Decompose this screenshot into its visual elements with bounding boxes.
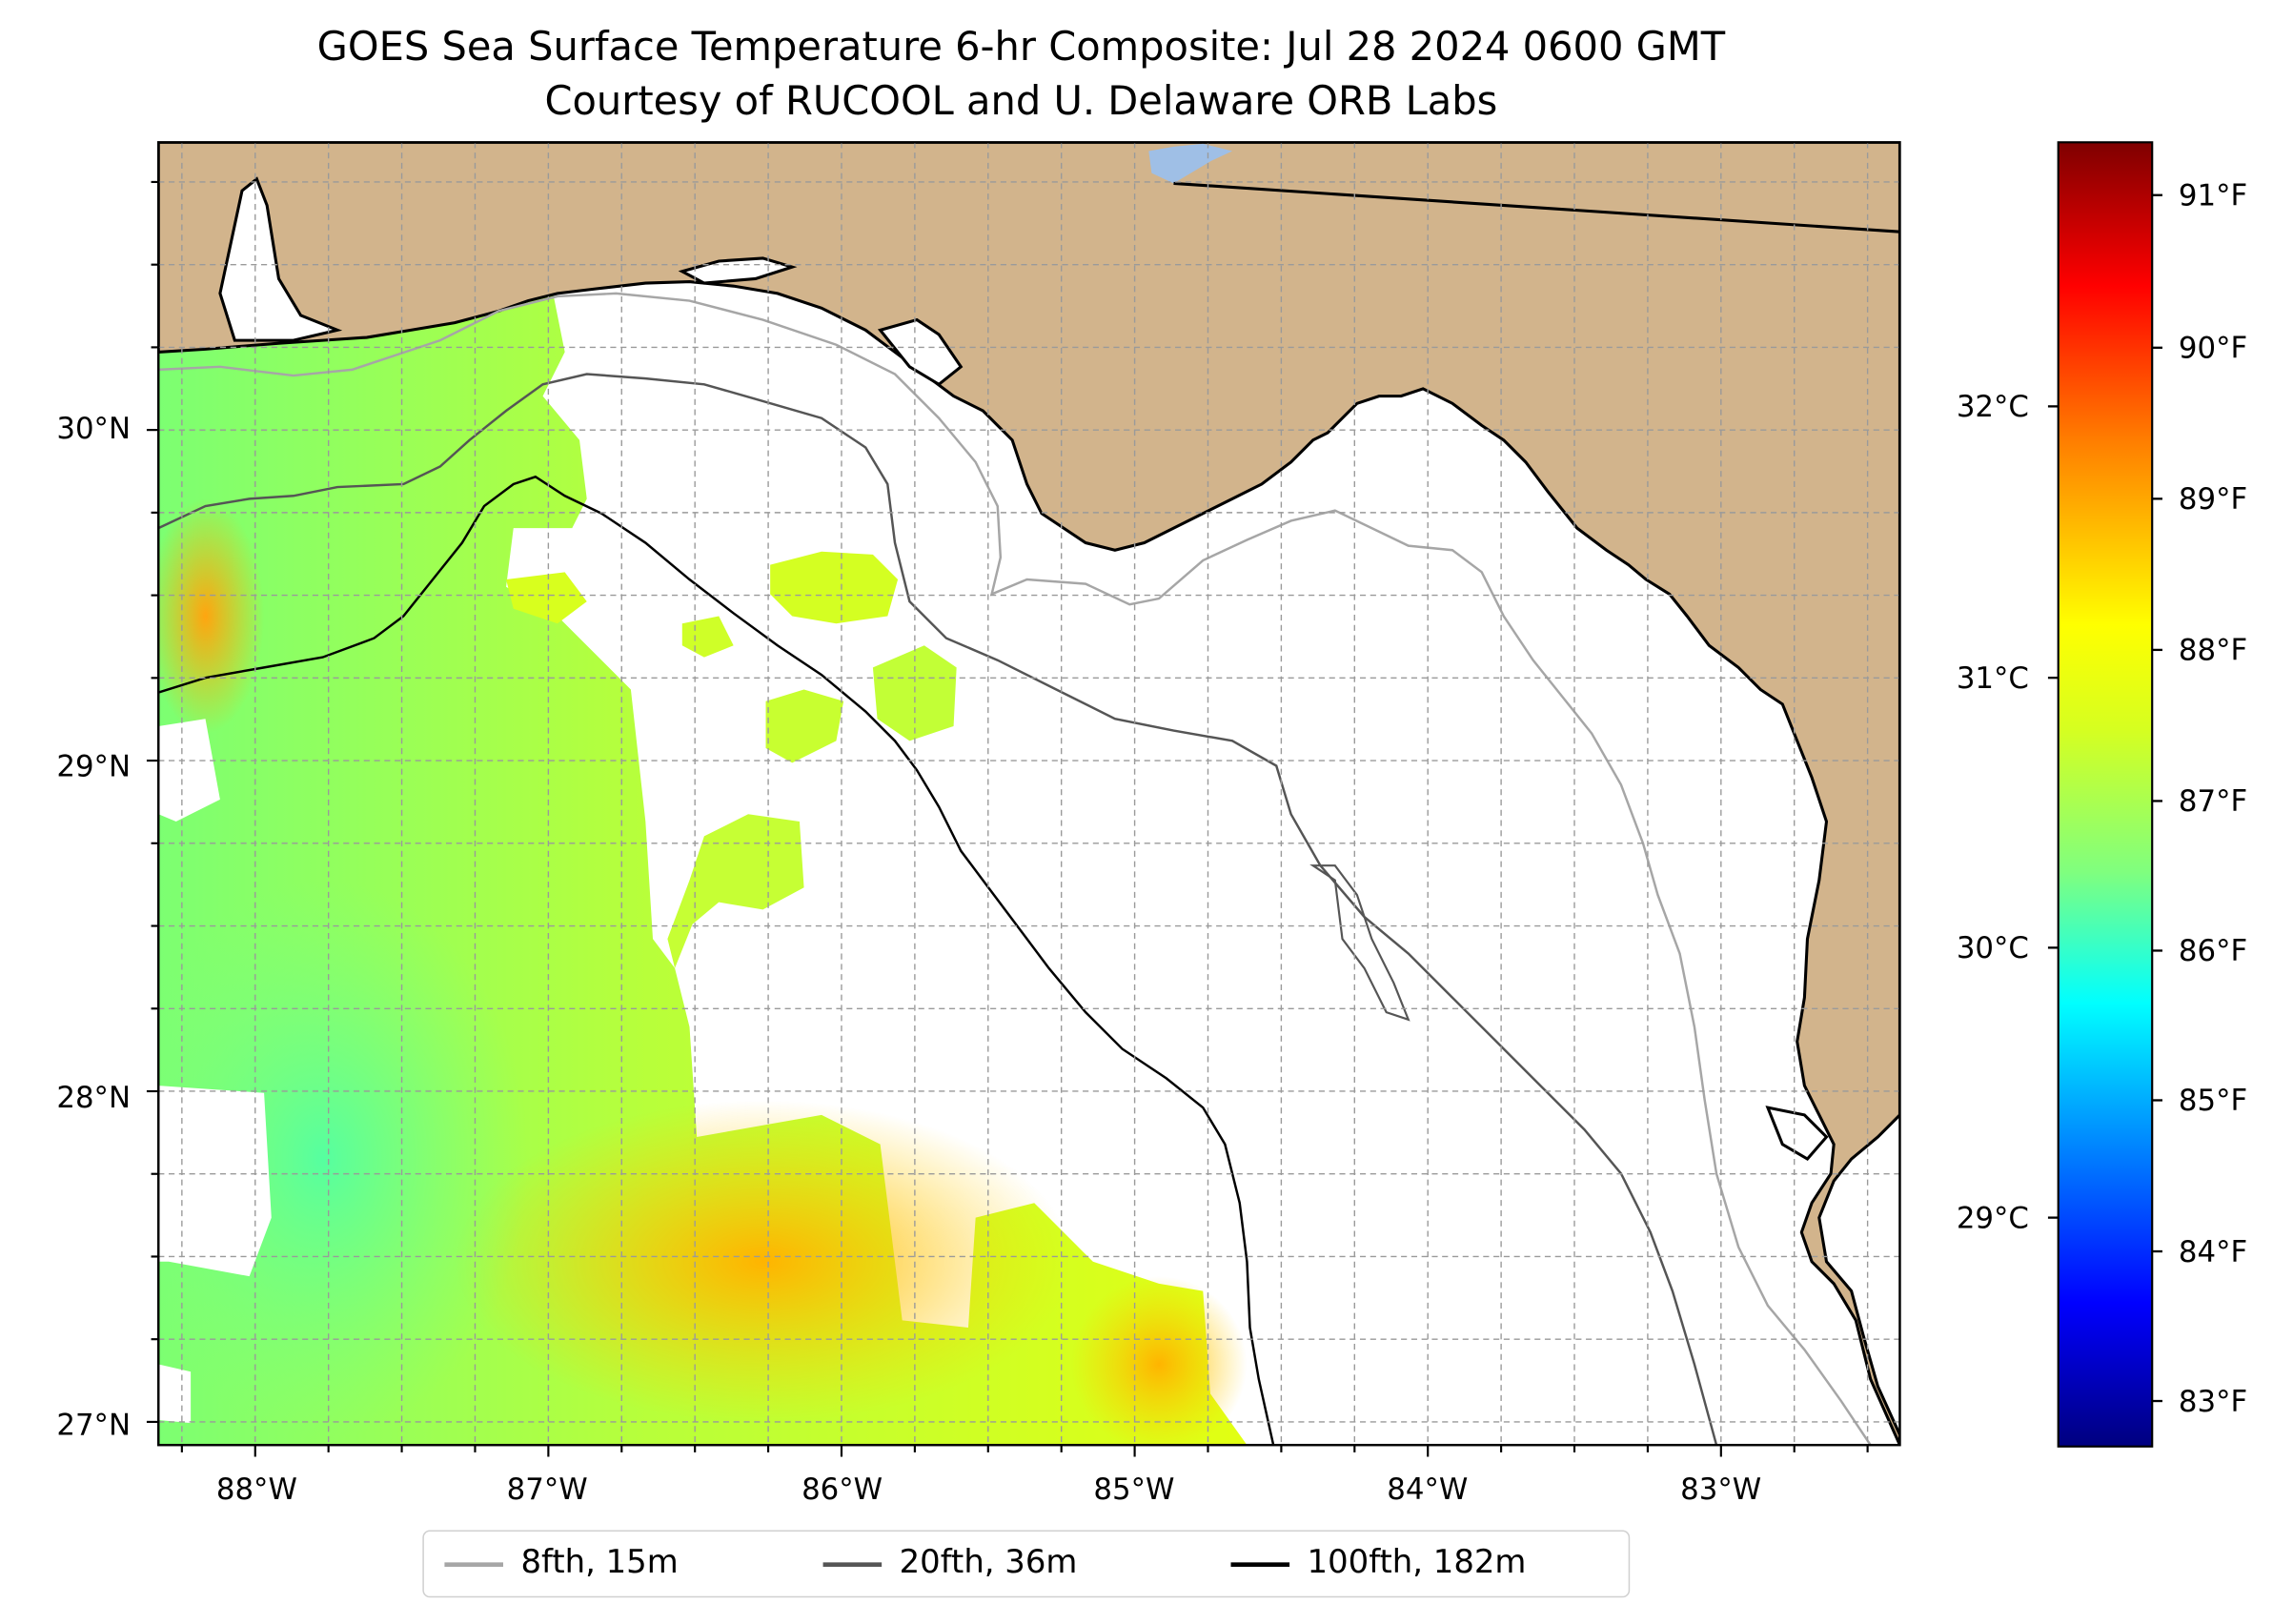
- sst-patch: [765, 689, 844, 763]
- contour-100fth: [158, 475, 1275, 1446]
- no-data-gap: [158, 1086, 272, 1277]
- sst-cool-southwest: [158, 880, 529, 1438]
- bay: [877, 317, 964, 387]
- map-subtitle: Courtesy of RUCOOL and U. Delaware ORB L…: [544, 79, 1498, 125]
- land: [158, 142, 1900, 1446]
- sst-patch: [872, 645, 957, 741]
- lon-tick-label: 86°W: [802, 1471, 883, 1507]
- contour-legend: 8fth, 15m 20fth, 36m 100fth, 182m: [422, 1530, 1631, 1598]
- colorbar: [2057, 141, 2154, 1448]
- colorbar-c-label: 30°C: [1956, 929, 2029, 965]
- state-border: [1173, 181, 1900, 233]
- colorbar-f-label: 84°F: [2178, 1233, 2248, 1269]
- no-data-gap: [158, 719, 220, 822]
- colorbar-f-label: 87°F: [2178, 782, 2248, 819]
- lon-tick-label: 84°W: [1387, 1471, 1469, 1507]
- legend-swatch: [1230, 1562, 1290, 1567]
- sst-patch: [681, 616, 734, 658]
- colorbar-c-label: 29°C: [1956, 1200, 2029, 1236]
- contour-shoal: [1309, 864, 1410, 1022]
- colorbar-c-label: 31°C: [1956, 660, 2029, 696]
- axis-ticks: [146, 180, 1869, 1457]
- legend-swatch: [822, 1562, 883, 1567]
- lon-tick-label: 87°W: [506, 1471, 588, 1507]
- colorbar-f-label: 90°F: [2178, 330, 2248, 366]
- sst-patch: [667, 814, 804, 968]
- colorbar-f-label: 89°F: [2178, 480, 2248, 517]
- colorbar-f-label: 83°F: [2178, 1383, 2248, 1419]
- contour-20fth: [158, 373, 1718, 1446]
- bay: [1765, 1106, 1829, 1162]
- legend-label: 20fth, 36m: [899, 1544, 1078, 1582]
- map-frame: [157, 141, 1901, 1447]
- legend-label: 100fth, 182m: [1307, 1544, 1527, 1582]
- sst-warm-south: [455, 1100, 1071, 1424]
- colorbar-f-label: 85°F: [2178, 1083, 2248, 1118]
- lat-tick-label: 28°N: [56, 1079, 132, 1115]
- colorbar-f-label: 88°F: [2178, 632, 2248, 668]
- lat-tick-label: 30°N: [56, 411, 132, 446]
- contour-8fth: [158, 292, 1872, 1446]
- lon-tick-label: 85°W: [1093, 1471, 1175, 1507]
- legend-label: 8fth, 15m: [520, 1544, 679, 1582]
- sst-patch: [506, 572, 587, 624]
- lon-tick-label: 83°W: [1680, 1471, 1762, 1507]
- lat-tick-label: 27°N: [56, 1407, 132, 1443]
- map-title: GOES Sea Surface Temperature 6-hr Compos…: [316, 25, 1726, 71]
- colorbar-f-label: 91°F: [2178, 177, 2248, 213]
- colorbar-c-label: 32°C: [1956, 388, 2029, 424]
- bay: [218, 176, 343, 342]
- sst-patch: [770, 551, 899, 624]
- gridlines: [158, 142, 1900, 1446]
- sst-warm-west: [158, 498, 265, 734]
- legend-swatch: [444, 1562, 503, 1567]
- no-data-gap: [158, 1364, 192, 1424]
- lat-tick-label: 29°N: [56, 748, 132, 783]
- lake: [1148, 143, 1233, 184]
- colorbar-f-label: 86°F: [2178, 932, 2248, 968]
- colorbar-ticks: [2047, 193, 2162, 1403]
- lon-tick-label: 88°W: [215, 1471, 297, 1507]
- sst-warm-patch: [1070, 1276, 1248, 1446]
